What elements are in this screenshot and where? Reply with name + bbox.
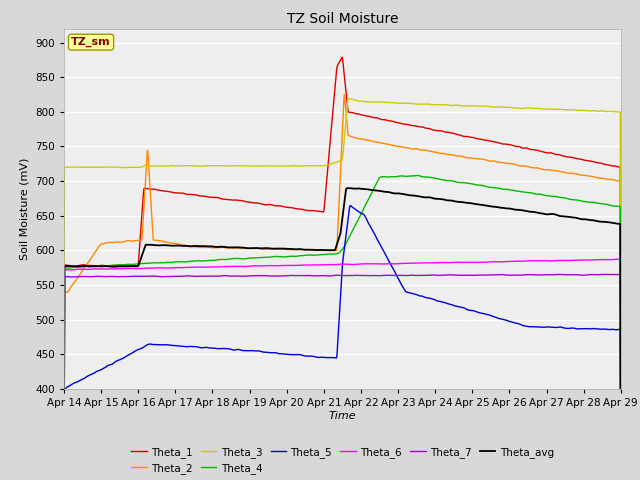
Theta_5 <box>124 353 131 359</box>
Theta_1 <box>546 150 554 156</box>
Theta_1 <box>274 203 282 209</box>
Theta_7 <box>157 274 164 279</box>
Theta_4 <box>546 193 554 199</box>
Theta_2 <box>298 247 305 252</box>
Theta_4 <box>413 173 420 179</box>
Title: TZ Soil Moisture: TZ Soil Moisture <box>287 12 398 26</box>
Theta_1 <box>157 188 164 193</box>
Theta_4 <box>298 253 305 259</box>
Theta_1 <box>606 163 614 168</box>
Theta_3 <box>157 163 164 169</box>
Theta_2 <box>606 177 614 182</box>
Theta_avg <box>60 423 68 429</box>
Theta_2 <box>340 92 348 97</box>
Theta_6 <box>274 263 282 269</box>
Theta_5 <box>546 324 554 330</box>
Theta_7 <box>617 419 625 424</box>
Theta_1 <box>339 54 346 60</box>
Theta_2 <box>60 439 68 444</box>
Theta_7 <box>610 272 618 277</box>
Theta_3 <box>274 163 282 169</box>
Theta_avg <box>274 246 282 252</box>
Line: Theta_5: Theta_5 <box>64 205 621 480</box>
Text: TZ_sm: TZ_sm <box>71 37 111 47</box>
Theta_1 <box>60 422 68 428</box>
Theta_6 <box>157 265 164 271</box>
Line: Theta_7: Theta_7 <box>64 275 621 471</box>
Theta_2 <box>546 167 554 173</box>
Theta_5 <box>274 350 282 356</box>
Theta_1 <box>124 263 131 269</box>
Theta_avg <box>546 211 554 217</box>
Theta_6 <box>124 265 131 271</box>
Theta_6 <box>614 256 622 262</box>
Theta_1 <box>298 206 305 212</box>
Theta_5 <box>346 203 354 208</box>
Theta_2 <box>274 246 282 252</box>
Theta_7 <box>124 274 131 279</box>
Theta_7 <box>274 273 282 279</box>
Theta_6 <box>298 262 305 268</box>
Theta_3 <box>617 441 625 447</box>
Theta_4 <box>60 424 68 430</box>
Theta_3 <box>546 106 554 112</box>
Y-axis label: Soil Moisture (mV): Soil Moisture (mV) <box>20 157 29 260</box>
X-axis label: Time: Time <box>328 410 356 420</box>
Line: Theta_6: Theta_6 <box>64 259 621 468</box>
Line: Theta_2: Theta_2 <box>64 95 621 472</box>
Theta_5 <box>606 327 614 333</box>
Theta_avg <box>298 246 305 252</box>
Theta_6 <box>60 465 68 470</box>
Legend: Theta_1, Theta_2, Theta_3, Theta_4, Theta_5, Theta_6, Theta_7, Theta_avg: Theta_1, Theta_2, Theta_3, Theta_4, Thet… <box>127 443 558 478</box>
Theta_1 <box>617 464 625 469</box>
Theta_4 <box>606 202 614 208</box>
Theta_4 <box>617 479 625 480</box>
Theta_6 <box>546 258 554 264</box>
Theta_2 <box>617 469 625 475</box>
Theta_3 <box>298 163 305 169</box>
Line: Theta_3: Theta_3 <box>64 98 621 444</box>
Theta_avg <box>124 264 131 269</box>
Theta_7 <box>546 272 554 278</box>
Theta_5 <box>157 342 164 348</box>
Theta_2 <box>124 238 131 243</box>
Theta_3 <box>344 96 352 101</box>
Theta_avg <box>606 219 614 225</box>
Theta_7 <box>60 468 68 474</box>
Theta_2 <box>157 238 164 244</box>
Theta_avg <box>157 242 164 248</box>
Theta_7 <box>298 273 305 278</box>
Theta_6 <box>617 409 625 415</box>
Line: Theta_4: Theta_4 <box>64 176 621 480</box>
Theta_5 <box>298 352 305 358</box>
Theta_3 <box>606 108 614 114</box>
Line: Theta_avg: Theta_avg <box>64 188 621 480</box>
Theta_6 <box>606 257 614 263</box>
Theta_7 <box>606 272 614 277</box>
Theta_avg <box>345 185 353 191</box>
Theta_4 <box>274 253 282 259</box>
Line: Theta_1: Theta_1 <box>64 57 621 467</box>
Theta_3 <box>60 364 68 370</box>
Theta_4 <box>124 262 131 267</box>
Theta_4 <box>157 260 164 265</box>
Theta_3 <box>124 165 131 170</box>
